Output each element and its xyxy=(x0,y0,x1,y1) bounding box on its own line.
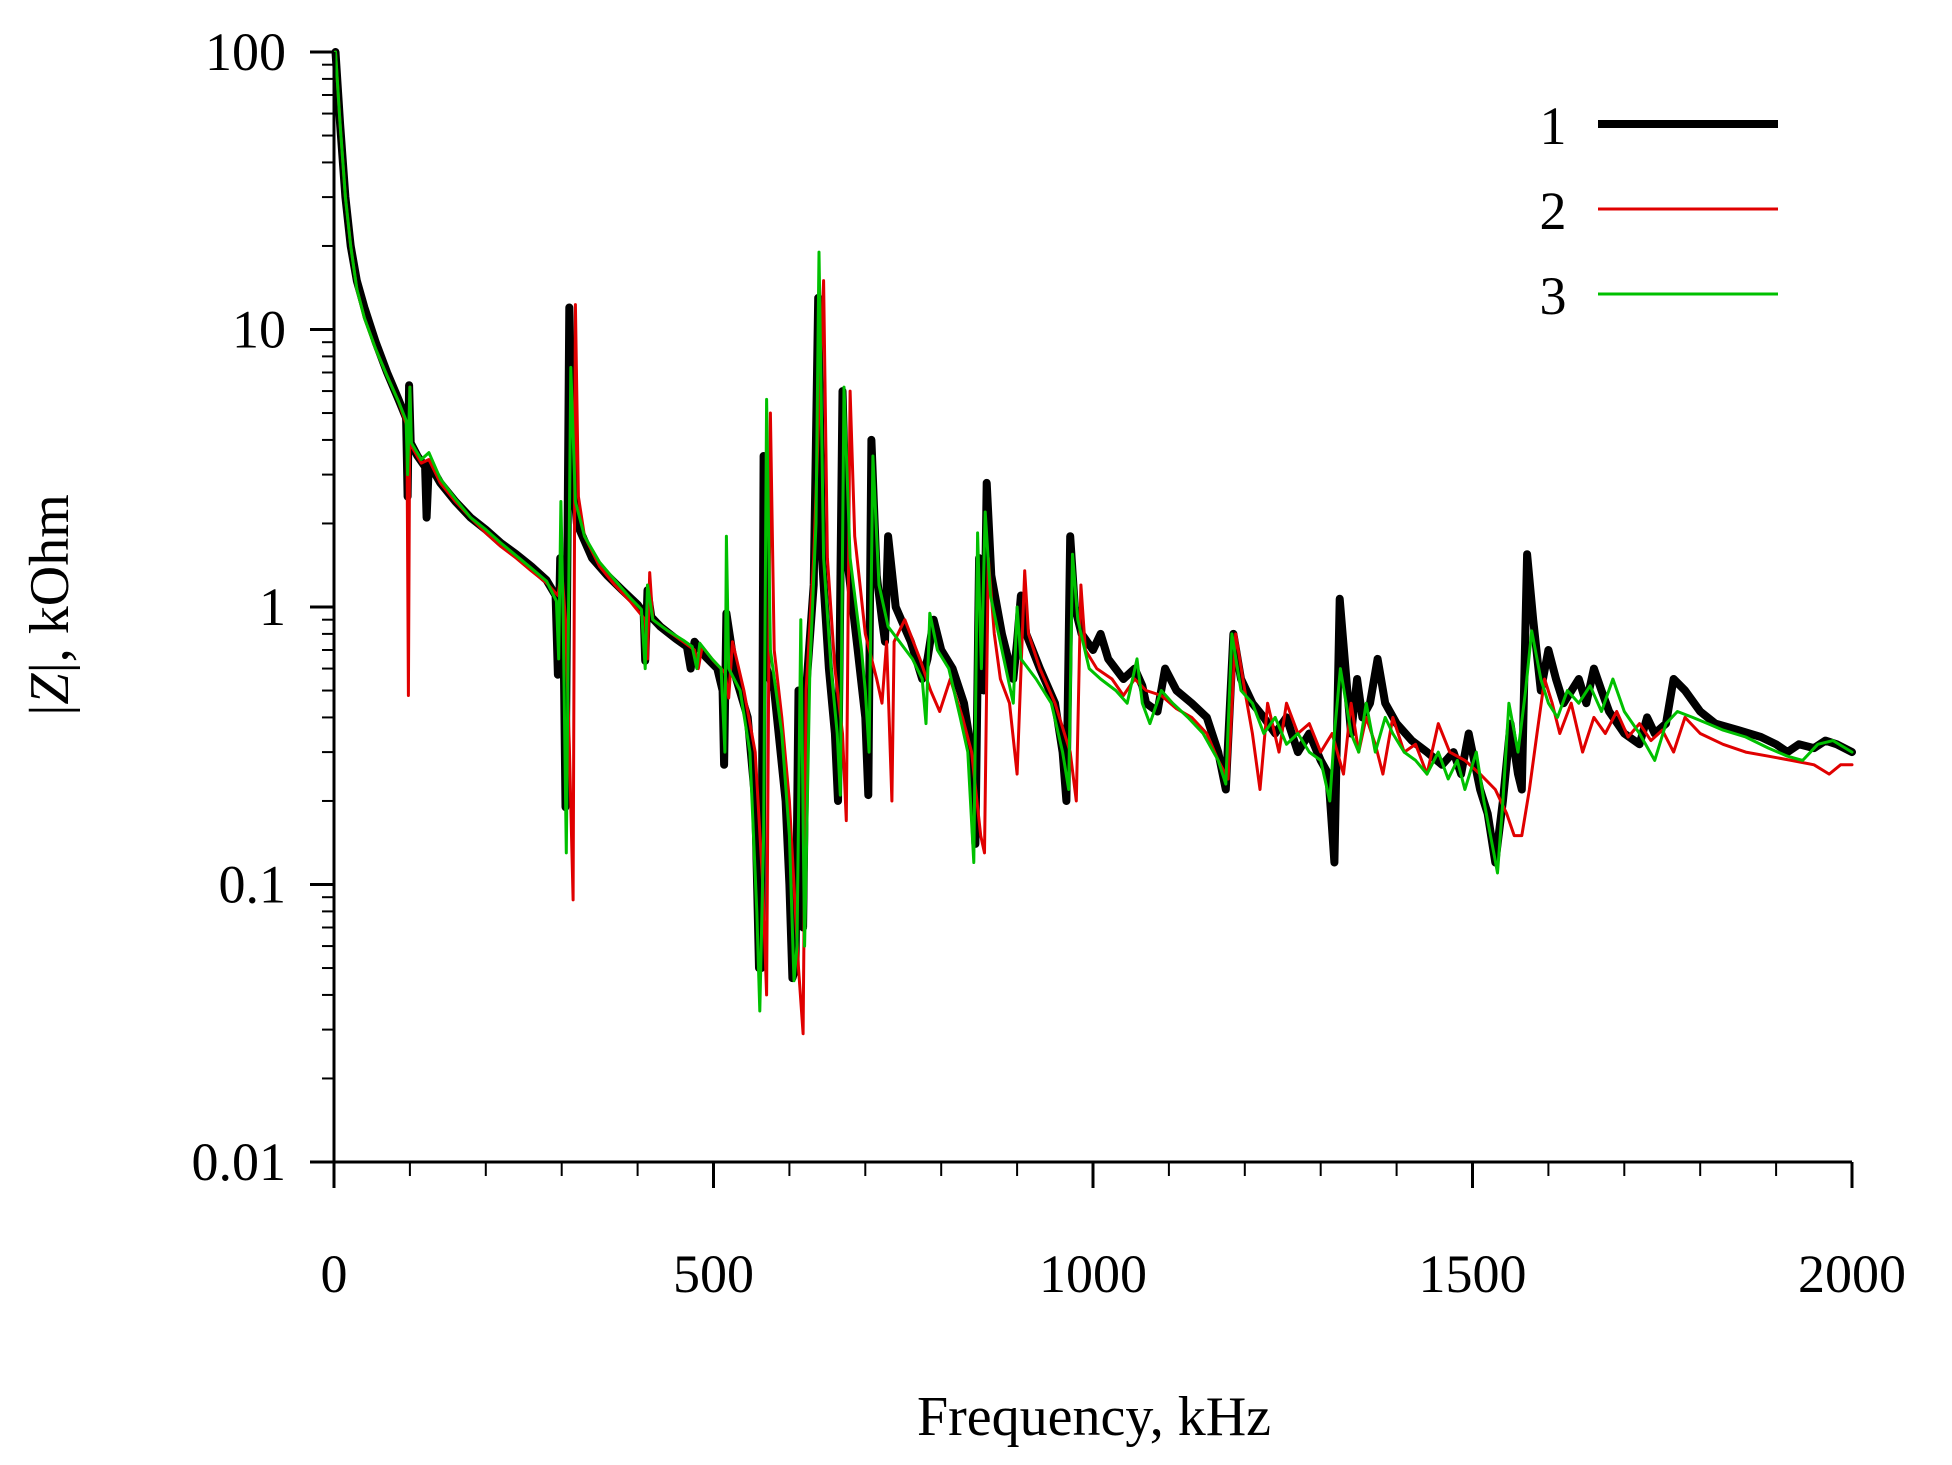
legend: 1 2 3 xyxy=(1540,96,1778,326)
y-tick-label: 1 xyxy=(259,577,286,637)
legend-label-2: 2 xyxy=(1540,181,1567,241)
series-line-1 xyxy=(331,48,1856,983)
y-axis-title-suffix: |, kOhm xyxy=(19,494,81,673)
series-layer xyxy=(331,48,1856,1036)
y-tick-label: 0.1 xyxy=(219,855,287,915)
series-line-3 xyxy=(334,50,1854,1013)
series-line-2 xyxy=(334,50,1854,1036)
y-tick-label: 0.01 xyxy=(192,1132,287,1192)
x-tick-label: 2000 xyxy=(1798,1244,1906,1304)
x-axis-title: Frequency, kHz xyxy=(917,1386,1271,1448)
ticks xyxy=(310,50,1854,1188)
x-tick-label: 1500 xyxy=(1419,1244,1527,1304)
y-axis-title-variable: Z xyxy=(19,673,81,705)
x-tick-label: 1000 xyxy=(1039,1244,1147,1304)
y-tick-label: 10 xyxy=(232,300,286,360)
x-tick-label: 0 xyxy=(321,1244,348,1304)
legend-label-3: 3 xyxy=(1540,266,1567,326)
x-tick-label: 500 xyxy=(673,1244,754,1304)
y-tick-label: 100 xyxy=(205,22,286,82)
y-axis-title-prefix: | xyxy=(19,705,81,716)
y-axis-title: |Z|, kOhm xyxy=(19,494,81,716)
legend-label-1: 1 xyxy=(1540,96,1567,156)
